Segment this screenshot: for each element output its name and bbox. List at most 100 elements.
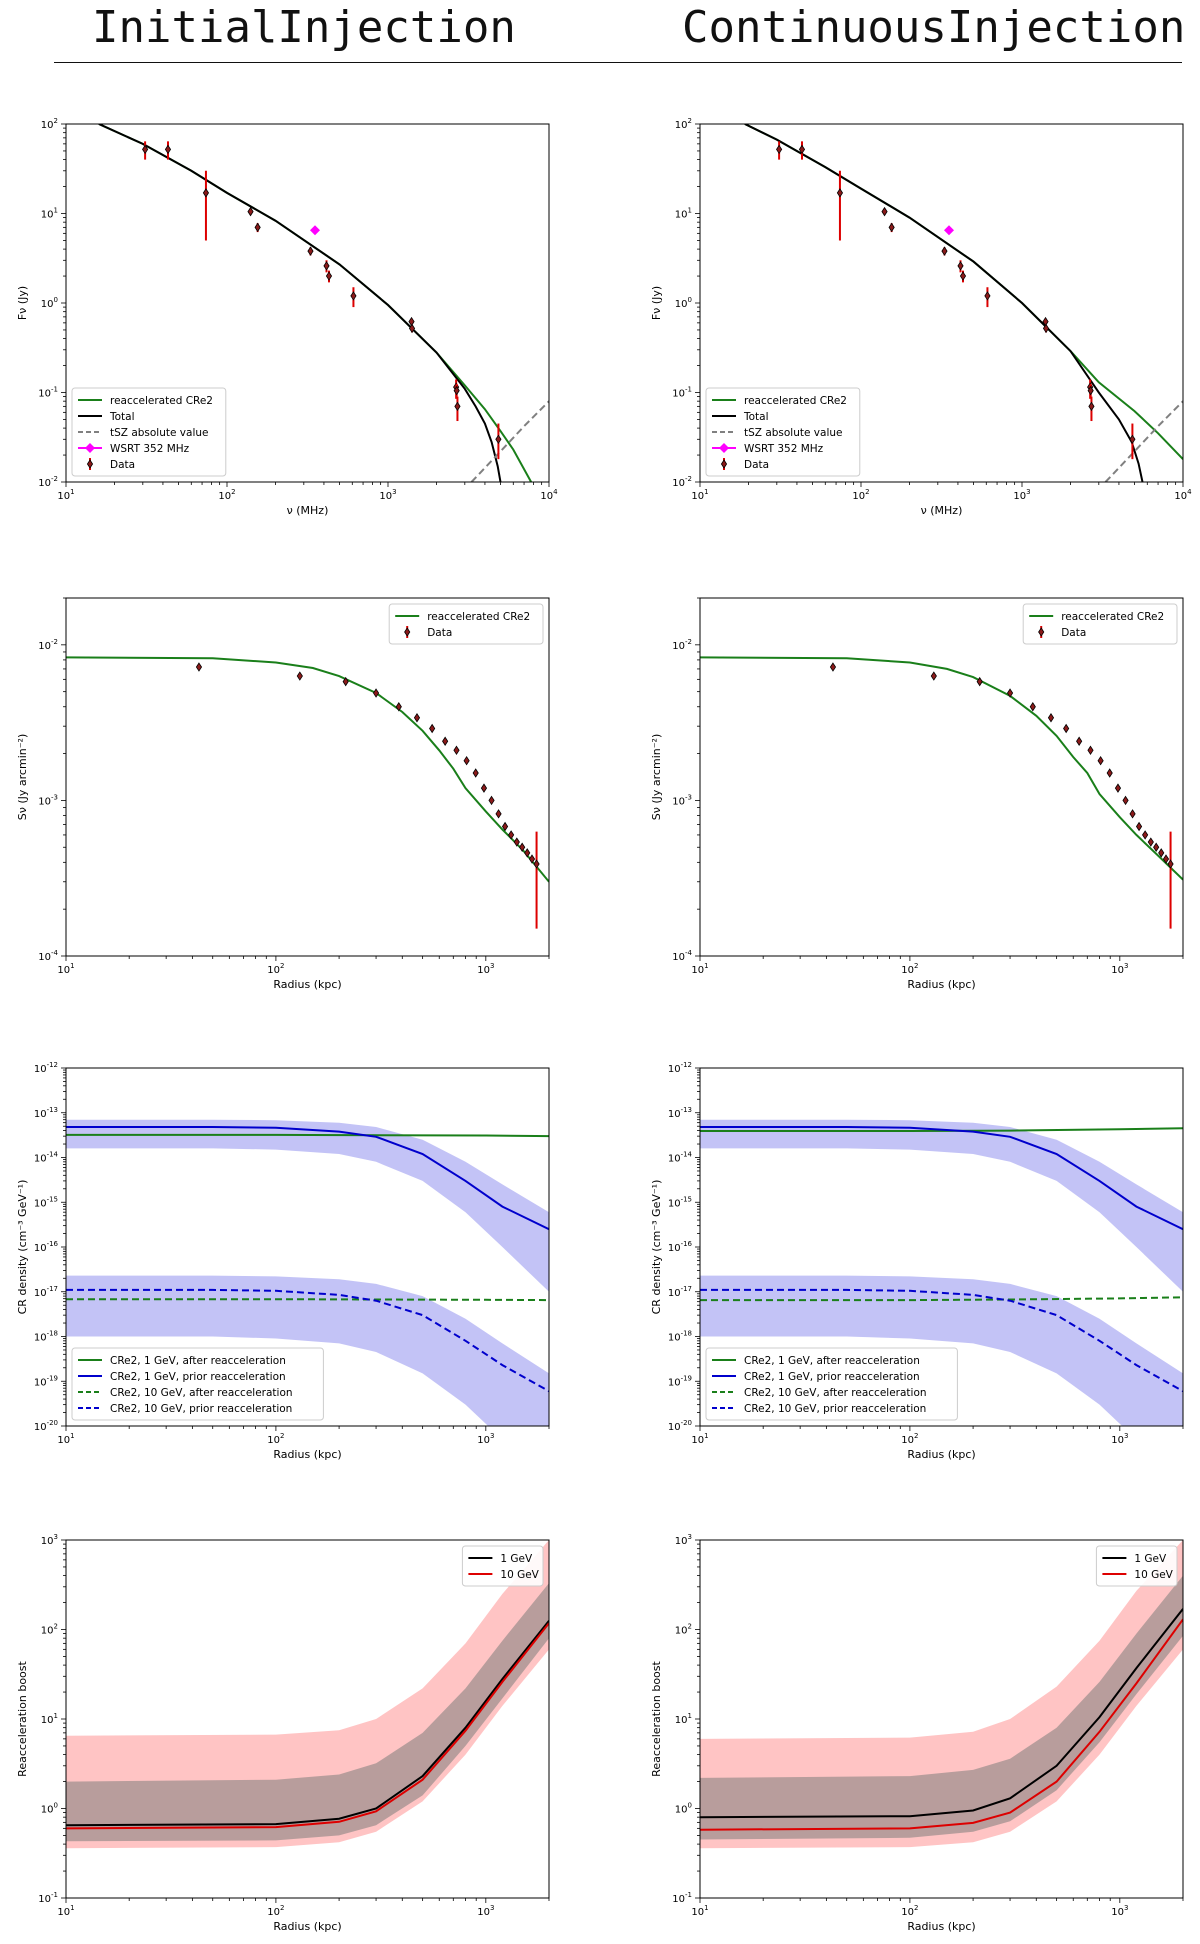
y-axis-label: CR density (cm⁻³ GeV⁻¹) <box>650 1180 663 1315</box>
x-axis-label: ν (MHz) <box>921 504 963 517</box>
data-point <box>202 188 210 198</box>
legend-label: Total <box>743 411 769 423</box>
x-tick-label: 103 <box>477 1432 494 1446</box>
legend-label: tSZ absolute value <box>110 427 208 439</box>
data-point <box>1158 848 1165 858</box>
data-point <box>323 261 330 271</box>
data-point <box>488 795 495 806</box>
legend-label: WSRT 352 MHz <box>744 443 824 455</box>
series-line <box>66 1620 549 1827</box>
legend-swatch <box>86 459 94 469</box>
data-point <box>247 206 254 217</box>
y-axis-label: Reacceleration boost <box>16 1660 29 1776</box>
x-tick-label: 101 <box>57 488 74 502</box>
x-tick-label: 103 <box>1111 1432 1128 1446</box>
data-point <box>1006 688 1014 698</box>
data-point <box>528 854 536 864</box>
y-tick-label: 10-17 <box>668 1285 692 1299</box>
legend-label: CRe2, 1 GeV, after reacceleration <box>110 1355 286 1367</box>
legend-label: reaccelerated CRe2 <box>427 611 530 623</box>
data-point <box>930 671 937 681</box>
legend-label: CRe2, 10 GeV, after reacceleration <box>110 1387 293 1399</box>
data-point <box>1129 434 1136 445</box>
uncertainty-band <box>66 1275 549 1426</box>
data-point <box>1142 830 1149 840</box>
x-tick-label: 103 <box>1111 1904 1128 1918</box>
data-point <box>254 222 261 233</box>
data-point <box>513 837 520 847</box>
x-tick-label: 101 <box>57 962 74 976</box>
y-tick-label: 10-1 <box>672 1891 692 1905</box>
column-title-left: InitialInjection <box>92 2 516 53</box>
data-point <box>1153 842 1160 852</box>
legend-swatch <box>720 459 728 469</box>
legend-label: 10 GeV <box>500 1569 539 1581</box>
data-point <box>1106 768 1113 778</box>
series-line <box>66 1133 549 1138</box>
plot-area <box>66 1119 549 1426</box>
data-point <box>480 783 488 793</box>
y-tick-label: 10-4 <box>38 949 58 963</box>
y-tick-label: 10-15 <box>34 1195 58 1209</box>
series-line <box>700 1608 1183 1819</box>
y-tick-label: 10-1 <box>38 1891 58 1905</box>
x-tick-label: 102 <box>267 1904 284 1918</box>
y-tick-label: 102 <box>675 117 692 131</box>
data-point <box>519 842 526 852</box>
data-point <box>888 222 895 233</box>
data-point <box>342 676 349 687</box>
data-point <box>1162 854 1170 864</box>
surface-brightness-panel-continuous: 101 102 103 10-4 10-3 10-2 Radius (kpc) Sν (Jy … <box>650 597 1184 991</box>
series-line <box>66 1622 549 1830</box>
data-point <box>881 206 888 217</box>
series-line <box>700 656 1183 881</box>
reacceleration-boost-panel-initial: 101 102 103 10-1 100 101 102 103 Radius (kpc) Rea… <box>16 1533 550 1933</box>
data-point <box>1167 859 1174 869</box>
data-point <box>1097 755 1104 766</box>
legend-swatch <box>1038 627 1045 637</box>
legend-label: Data <box>744 459 769 471</box>
x-tick-label: 102 <box>218 488 235 502</box>
data-point <box>1087 745 1094 756</box>
y-tick-label: 10-20 <box>668 1419 692 1433</box>
series-line <box>700 1618 1183 1831</box>
legend-box <box>388 603 544 645</box>
data-point <box>472 768 479 778</box>
data-point <box>296 671 303 681</box>
x-tick-label: 103 <box>477 962 494 976</box>
y-tick-label: 100 <box>41 296 58 310</box>
series-line <box>700 1127 1183 1132</box>
y-tick-label: 10-16 <box>668 1240 693 1254</box>
column-title-right: ContinuousInjection <box>682 2 1186 53</box>
legend-label: Total <box>109 411 135 423</box>
data-point <box>798 144 806 155</box>
y-tick-label: 10-18 <box>668 1330 692 1344</box>
spectrum-panel-initial: 101 102 103 104 10-2 10-1 100 101 102 ν (MHz) Fν (… <box>16 117 558 517</box>
y-tick-label: 101 <box>675 1712 692 1726</box>
y-tick-label: 101 <box>675 207 692 221</box>
plot-area <box>744 124 1183 482</box>
legend-label: reaccelerated CRe2 <box>1061 611 1164 623</box>
data-point <box>1147 837 1154 847</box>
y-tick-label: 10-16 <box>34 1240 59 1254</box>
legend-box <box>1095 1545 1178 1587</box>
legend-box <box>705 1347 958 1421</box>
data-point <box>408 323 416 334</box>
data-point <box>1114 783 1122 793</box>
legend-label: 1 GeV <box>1134 1553 1167 1565</box>
y-tick-label: 103 <box>675 1533 692 1547</box>
y-axis-label: Reacceleration boost <box>650 1660 663 1776</box>
y-tick-label: 100 <box>675 296 692 310</box>
plot-area <box>98 124 549 482</box>
plot-area <box>700 1119 1183 1426</box>
y-axis-label: CR density (cm⁻³ GeV⁻¹) <box>16 1180 29 1315</box>
data-point <box>1129 809 1136 819</box>
x-tick-label: 103 <box>1013 488 1030 502</box>
legend-label: Data <box>427 627 452 639</box>
legend-label: CRe2, 10 GeV, prior reacceleration <box>110 1403 292 1415</box>
data-point <box>372 688 380 698</box>
x-tick-label: 101 <box>57 1904 74 1918</box>
data-point <box>501 821 509 832</box>
y-tick-label: 101 <box>41 1712 58 1726</box>
data-point <box>413 712 421 723</box>
